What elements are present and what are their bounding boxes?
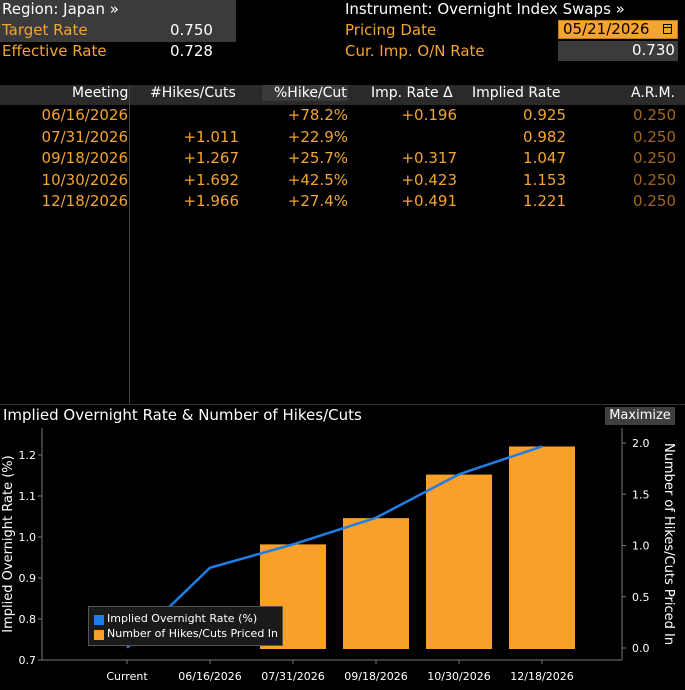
calendar-icon[interactable] xyxy=(663,24,672,34)
right-axis-title: Number of Hikes/Cuts Priced In xyxy=(661,443,676,645)
col-header-arm[interactable]: A.R.M. xyxy=(631,85,675,101)
legend-bar-label: Number of Hikes/Cuts Priced In xyxy=(107,627,279,640)
cell-pct: +22.9% xyxy=(287,127,348,146)
cell-arm: 0.250 xyxy=(633,192,676,210)
legend-line-swatch xyxy=(94,615,104,625)
left-tick-label: 1.1 xyxy=(19,490,37,503)
cell-pct: +27.4% xyxy=(287,192,348,210)
pricing-date-label: Pricing Date xyxy=(345,21,437,39)
cell-arm: 0.250 xyxy=(633,149,676,167)
pricing-date-value: 05/21/2026 xyxy=(563,20,650,38)
cell-hikes: +1.011 xyxy=(183,127,239,146)
x-tick-label: 10/30/2026 xyxy=(427,670,490,683)
col-header-pct[interactable]: %Hike/Cut xyxy=(262,85,348,101)
cell-arm: 0.250 xyxy=(633,170,676,189)
cell-delta: +0.196 xyxy=(401,106,457,124)
right-tick-label: 1.0 xyxy=(632,540,650,553)
x-tick-label: 09/18/2026 xyxy=(344,670,407,683)
legend-line-label: Implied Overnight Rate (%) xyxy=(107,612,258,625)
column-divider xyxy=(129,85,130,405)
x-tick-label: 07/31/2026 xyxy=(261,670,324,683)
maximize-button[interactable]: Maximize xyxy=(605,407,675,425)
bar xyxy=(343,518,409,649)
col-header-implied[interactable]: Implied Rate xyxy=(472,85,561,101)
target-rate-label: Target Rate xyxy=(2,21,88,39)
cell-delta: +0.423 xyxy=(401,170,457,189)
cell-meeting: 09/18/2026 xyxy=(41,149,128,167)
target-rate-value: 0.750 xyxy=(170,21,213,39)
instrument-selector[interactable]: Instrument: Overnight Index Swaps » xyxy=(345,0,625,18)
chart-legend: Implied Overnight Rate (%) Number of Hik… xyxy=(88,606,283,646)
left-tick-label: 1.0 xyxy=(19,531,37,544)
chart-divider xyxy=(0,404,685,405)
cell-implied: 1.221 xyxy=(523,192,566,210)
left-tick-label: 1.2 xyxy=(19,449,37,462)
cell-pct: +78.2% xyxy=(287,106,348,124)
cell-pct: +25.7% xyxy=(287,149,348,167)
cell-implied: 1.153 xyxy=(523,170,566,189)
cur-imp-rate-box xyxy=(558,41,678,61)
cur-imp-rate-value: 0.730 xyxy=(632,41,675,59)
col-header-delta[interactable]: Imp. Rate Δ xyxy=(371,85,453,101)
left-tick-label: 0.7 xyxy=(19,654,37,667)
bar xyxy=(426,474,492,649)
cell-implied: 1.047 xyxy=(523,149,566,167)
chart-title: Implied Overnight Rate & Number of Hikes… xyxy=(3,406,362,424)
left-tick-label: 0.9 xyxy=(19,572,37,585)
cell-meeting: 07/31/2026 xyxy=(41,127,128,146)
right-tick-label: 2.0 xyxy=(632,437,650,450)
cell-delta: +0.491 xyxy=(401,192,457,210)
cell-meeting: 06/16/2026 xyxy=(41,106,128,124)
left-tick-label: 0.8 xyxy=(19,613,37,626)
right-tick-label: 0.5 xyxy=(632,591,650,604)
effective-rate-value: 0.728 xyxy=(170,42,213,60)
cell-delta: +0.317 xyxy=(401,149,457,167)
cell-meeting: 10/30/2026 xyxy=(41,170,128,189)
col-header-meeting[interactable]: Meeting xyxy=(72,85,129,101)
x-tick-label: Current xyxy=(106,670,148,683)
col-header-hikes[interactable]: #Hikes/Cuts xyxy=(150,85,236,101)
header-left-panel xyxy=(0,0,236,42)
cell-meeting: 12/18/2026 xyxy=(41,192,128,210)
region-selector[interactable]: Region: Japan » xyxy=(2,0,119,18)
left-axis-title: Implied Overnight Rate (%) xyxy=(1,455,16,632)
bar xyxy=(509,446,575,649)
cell-pct: +42.5% xyxy=(287,170,348,189)
cell-implied: 0.925 xyxy=(523,106,566,124)
cell-arm: 0.250 xyxy=(633,127,676,146)
cell-hikes: +1.692 xyxy=(183,170,239,189)
legend-bar-swatch xyxy=(94,630,104,640)
x-tick-label: 12/18/2026 xyxy=(510,670,573,683)
cell-hikes: +1.966 xyxy=(183,192,239,210)
cell-arm: 0.250 xyxy=(633,106,676,124)
cell-hikes: +1.267 xyxy=(183,149,239,167)
right-tick-label: 0.0 xyxy=(632,642,650,655)
cell-implied: 0.982 xyxy=(523,127,566,146)
x-tick-label: 06/16/2026 xyxy=(178,670,241,683)
right-tick-label: 1.5 xyxy=(632,488,650,501)
implied-rate-line xyxy=(126,445,543,649)
cur-imp-rate-label: Cur. Imp. O/N Rate xyxy=(345,42,485,60)
pricing-date-input[interactable] xyxy=(558,20,678,39)
chart-area: 0.7 0.8 0.9 1.0 1.1 1.2 0.0 0.5 1.0 1.5 2.0 Current… xyxy=(1,428,676,683)
effective-rate-label: Effective Rate xyxy=(2,42,107,60)
